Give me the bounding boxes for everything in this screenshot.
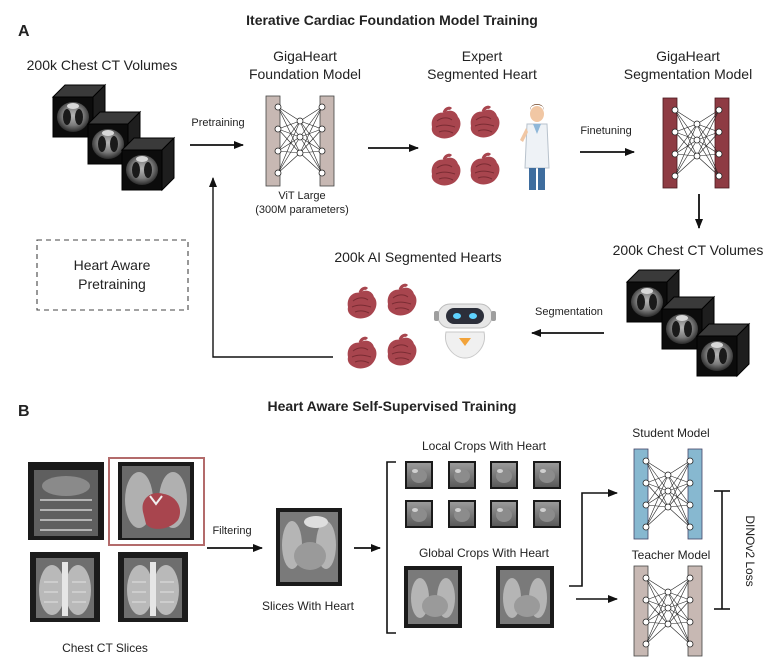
panel-a-title: Iterative Cardiac Foundation Model Train…: [246, 12, 538, 28]
ai-segmented-hearts-label: 200k AI Segmented Hearts: [334, 249, 501, 265]
local-crops-label: Local Crops With Heart: [422, 439, 547, 453]
dino-loss-bracket: [714, 490, 730, 610]
pretraining-label: Pretraining: [191, 117, 244, 129]
seg-model-title-1: GigaHeart: [656, 48, 720, 64]
global-crops: [404, 566, 554, 628]
segmentation-label: Segmentation: [535, 306, 603, 318]
global-crops-label: Global Crops With Heart: [419, 546, 550, 560]
foundation-model-title-2: Foundation Model: [249, 66, 361, 82]
heart-aware-label-2: Pretraining: [78, 276, 146, 292]
expert-title-1: Expert: [462, 48, 503, 64]
filtering-label: Filtering: [212, 525, 251, 537]
to-student-arrow: [569, 489, 618, 587]
vit-label-2: (300M parameters): [255, 204, 349, 216]
expert-hearts: [430, 105, 501, 187]
crops-bracket: [386, 461, 396, 634]
ct-slice-3: [29, 551, 101, 623]
panel-b-label: B: [18, 403, 30, 420]
slices-with-heart-label: Slices With Heart: [262, 599, 355, 613]
panel-a-label: A: [18, 23, 30, 40]
chest-ct-volumes-label-2: 200k Chest CT Volumes: [613, 242, 764, 258]
slice-with-heart: [276, 508, 342, 586]
segmentation-model-network: [662, 97, 730, 189]
ct-slice-grid: [28, 457, 205, 623]
chest-ct-volumes-label: 200k Chest CT Volumes: [27, 57, 178, 73]
student-model-label: Student Model: [632, 426, 709, 440]
dino-loss-label: DINOv2 Loss: [743, 515, 757, 586]
feedback-loop-arrow: [209, 177, 333, 358]
doctor-icon: [520, 104, 550, 190]
teacher-model-network: [633, 565, 703, 657]
expert-title-2: Segmented Heart: [427, 66, 537, 82]
teacher-model-label: Teacher Model: [632, 548, 711, 562]
finetuning-label: Finetuning: [580, 125, 631, 137]
local-crops-grid: [405, 461, 561, 528]
seg-model-title-2: Segmentation Model: [624, 66, 752, 82]
ct-slice-heart-selected: [108, 457, 205, 546]
heart-aware-box: [36, 239, 189, 311]
vit-label-1: ViT Large: [278, 190, 325, 202]
ct-slice-1: [28, 462, 104, 540]
ai-hearts: [346, 283, 418, 370]
heart-aware-label-1: Heart Aware: [74, 257, 151, 273]
ct-volume-stack: [52, 84, 175, 191]
chest-ct-slices-label: Chest CT Slices: [62, 641, 148, 655]
ct-slice-4: [117, 551, 189, 623]
student-model-network: [633, 448, 703, 540]
foundation-model-title-1: GigaHeart: [273, 48, 337, 64]
foundation-model-network: [265, 95, 335, 187]
panel-b-title: Heart Aware Self-Supervised Training: [268, 398, 517, 414]
ct-volume-stack-2: [626, 269, 750, 377]
robot-icon: [434, 303, 496, 359]
